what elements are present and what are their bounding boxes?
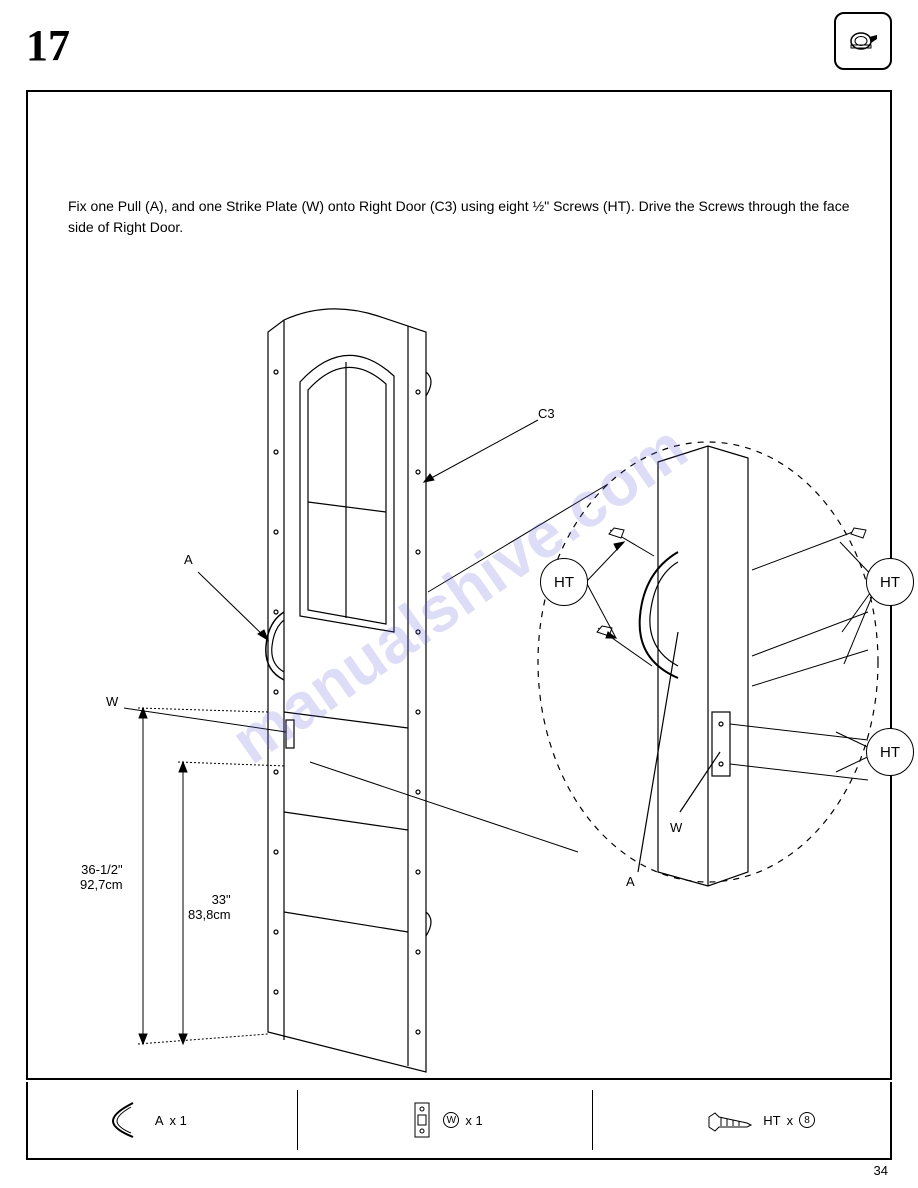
- page-number: 34: [874, 1163, 888, 1178]
- callout-ht-right-lower: HT: [866, 728, 914, 776]
- part-screw-qty: 8: [799, 1112, 815, 1128]
- label-right-door: C3: [538, 406, 555, 421]
- pull-icon: [103, 1097, 149, 1143]
- part-strike-qty: x 1: [465, 1113, 482, 1128]
- strike-plate-icon: [407, 1097, 437, 1143]
- detail-label-handle: A: [626, 874, 635, 889]
- step-number: 17: [26, 20, 70, 71]
- page: 17 manualshive.com Fix one Pull (A), and…: [0, 0, 918, 1188]
- assembly-diagram: [68, 272, 908, 1142]
- tape-measure-icon: [843, 21, 883, 61]
- label-strike: W: [106, 694, 118, 709]
- diagram-area: C3 A W W A HT HT HT 36-1/2" 92,7cm 33" 8…: [68, 272, 850, 1058]
- dim-lower: 33" 83,8cm: [188, 892, 231, 922]
- main-diagram-frame: Fix one Pull (A), and one Strike Plate (…: [26, 90, 892, 1080]
- callout-ht-left: HT: [540, 558, 588, 606]
- separator: [297, 1090, 298, 1150]
- instruction-text: Fix one Pull (A), and one Strike Plate (…: [68, 196, 850, 238]
- detail-label-strike: W: [670, 820, 682, 835]
- label-pull: A: [184, 552, 193, 567]
- part-pull-qty: x 1: [170, 1113, 187, 1128]
- part-pull-code: A: [155, 1113, 164, 1128]
- screw-icon: [703, 1105, 757, 1135]
- parts-row: A x 1 W x 1: [26, 1082, 892, 1160]
- callout-ht-right-upper: HT: [866, 558, 914, 606]
- part-screw: HT x 8: [703, 1105, 815, 1135]
- part-strike: W x 1: [407, 1097, 482, 1143]
- part-pull: A x 1: [103, 1097, 187, 1143]
- part-screw-code: HT: [763, 1113, 780, 1128]
- dim-upper: 36-1/2" 92,7cm: [80, 862, 123, 892]
- tool-required-box: [834, 12, 892, 70]
- separator: [592, 1090, 593, 1150]
- part-strike-code: W: [443, 1112, 459, 1128]
